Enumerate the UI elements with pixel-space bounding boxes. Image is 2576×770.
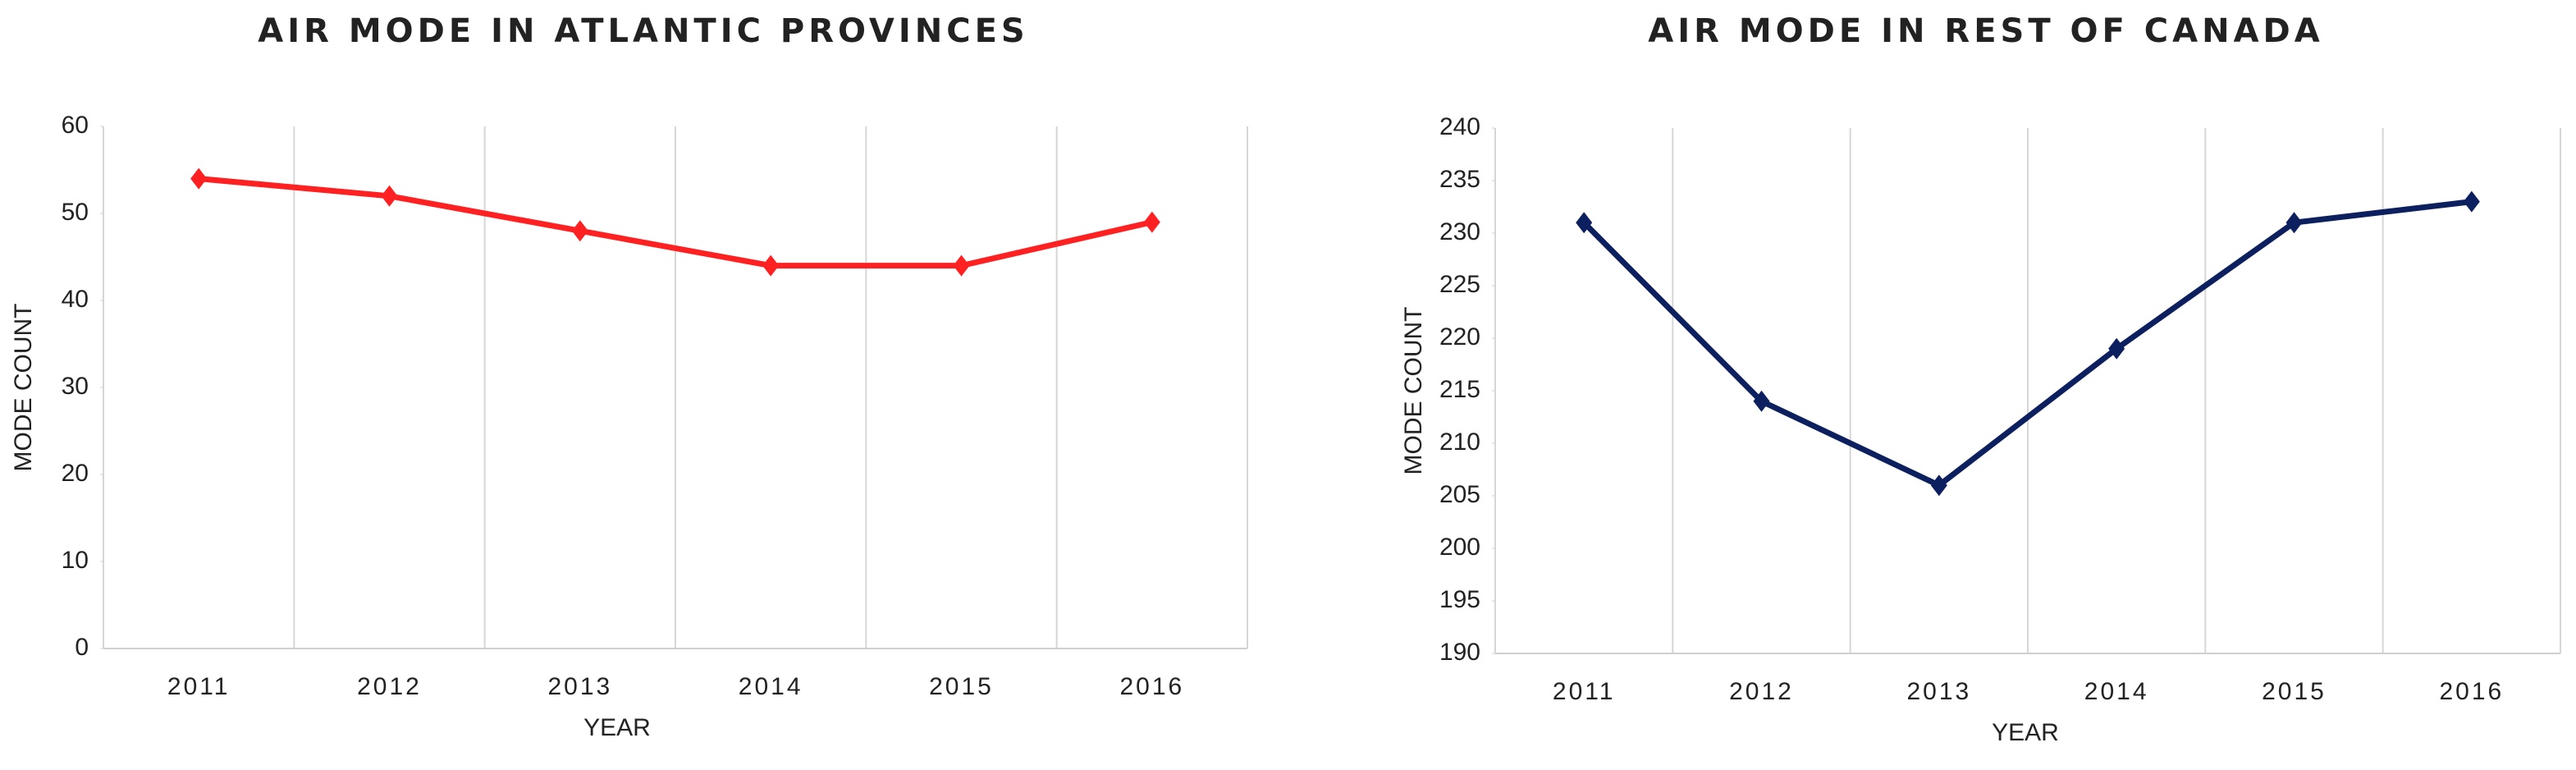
marker — [1143, 211, 1160, 233]
y-tick-label: 240 — [1439, 113, 1480, 140]
y-tick-label: 225 — [1439, 271, 1480, 298]
chart-title: AIR MODE IN ATLANTIC PROVINCES — [258, 12, 1028, 50]
x-tick-label: 2012 — [1729, 678, 1794, 705]
x-tick-label: 2011 — [1553, 678, 1616, 705]
y-axis-label: MODE COUNT — [10, 304, 37, 472]
series-line — [198, 176, 1153, 269]
marker — [953, 254, 970, 277]
x-axis-label: YEAR — [1992, 719, 2059, 746]
x-tick-label: 2016 — [2439, 678, 2504, 705]
y-tick-label: 195 — [1439, 586, 1480, 613]
y-tick-label: 10 — [62, 547, 89, 574]
marker — [2108, 337, 2125, 360]
chart-title: AIR MODE IN REST OF CANADA — [1648, 12, 2323, 50]
marker — [2463, 190, 2480, 213]
y-tick-label: 210 — [1439, 429, 1480, 456]
y-tick-label: 235 — [1439, 166, 1480, 193]
y-tick-label: 20 — [62, 460, 89, 487]
marker — [381, 185, 398, 207]
marker — [2285, 212, 2303, 234]
x-tick-label: 2011 — [167, 673, 231, 700]
marker — [1930, 474, 1947, 497]
y-tick-label: 0 — [75, 634, 89, 661]
marker — [571, 220, 588, 242]
y-tick-label: 40 — [62, 286, 89, 313]
y-axis-label: MODE COUNT — [1400, 307, 1427, 475]
y-tick-label: 50 — [62, 199, 89, 226]
x-tick-label: 2015 — [2262, 678, 2327, 705]
series-line — [1581, 199, 2473, 488]
x-tick-label: 2013 — [1906, 678, 1971, 705]
marker — [190, 167, 208, 190]
y-tick-label: 205 — [1439, 481, 1480, 508]
y-tick-label: 200 — [1439, 534, 1480, 561]
x-tick-label: 2016 — [1119, 673, 1184, 700]
marker — [1576, 212, 1593, 234]
x-tick-label: 2015 — [929, 673, 994, 700]
y-tick-label: 30 — [62, 373, 89, 400]
x-tick-label: 2013 — [547, 673, 612, 700]
x-tick-label: 2014 — [2084, 678, 2149, 705]
x-tick-label: 2014 — [739, 673, 803, 700]
y-tick-label: 230 — [1439, 218, 1480, 245]
x-axis-label: YEAR — [583, 714, 651, 741]
y-tick-label: 60 — [62, 112, 89, 139]
y-tick-label: 215 — [1439, 376, 1480, 403]
x-tick-label: 2012 — [357, 673, 422, 700]
y-tick-label: 220 — [1439, 323, 1480, 351]
marker — [762, 254, 780, 277]
y-tick-label: 190 — [1439, 639, 1480, 666]
marker — [1753, 390, 1770, 412]
